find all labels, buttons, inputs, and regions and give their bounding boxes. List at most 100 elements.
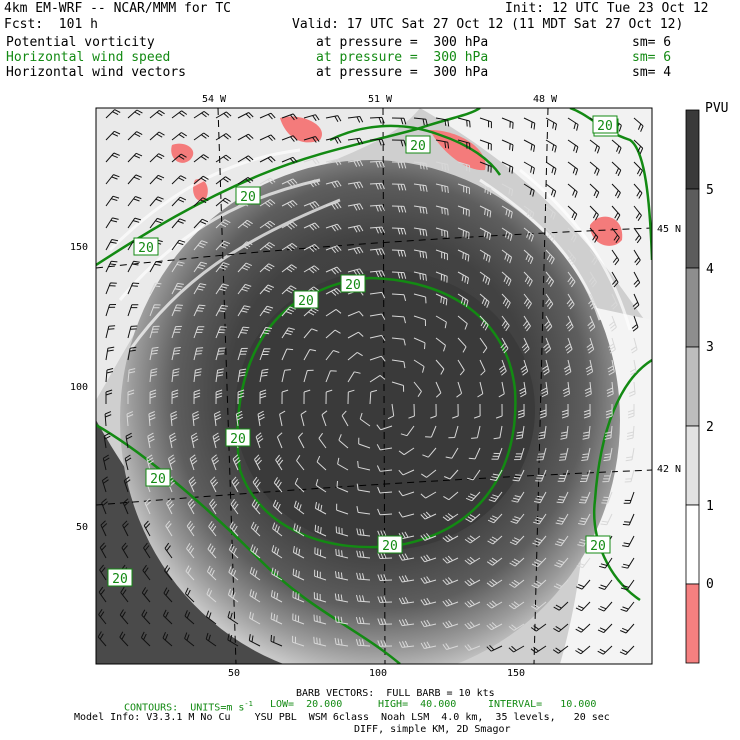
contour-label: 20 xyxy=(345,278,361,293)
contour-units-text: CONTOURS: UNITS=m s xyxy=(124,702,245,714)
wind-barb xyxy=(162,609,173,625)
swirl-band-east xyxy=(420,108,652,330)
wind-barb xyxy=(563,359,572,376)
wind-barb xyxy=(536,447,547,461)
wind-barb xyxy=(171,261,185,273)
wind-barb xyxy=(599,557,613,569)
wind-barb xyxy=(468,447,481,460)
wind-barb xyxy=(281,242,298,251)
wind-barb xyxy=(237,176,254,185)
wind-barb xyxy=(149,131,165,141)
wind-barb xyxy=(215,368,224,383)
wind-barb xyxy=(398,490,415,497)
wind-barb xyxy=(357,460,371,471)
wind-barb xyxy=(545,205,556,220)
wind-barb xyxy=(105,174,120,185)
wind-barb xyxy=(347,389,355,405)
wind-barb xyxy=(509,557,525,567)
wind-barb xyxy=(325,266,342,275)
wind-barb xyxy=(127,109,143,119)
wind-barb xyxy=(435,337,446,352)
wind-barb xyxy=(553,579,569,590)
wind-barb xyxy=(376,424,393,431)
wind-barb xyxy=(400,425,415,437)
wind-barb xyxy=(633,117,644,132)
wind-barb xyxy=(249,611,261,625)
colorbar-swatch xyxy=(685,188,700,269)
wind-barb xyxy=(188,476,197,493)
wind-barb xyxy=(457,249,470,262)
wind-barb xyxy=(420,619,437,628)
wind-barb xyxy=(163,565,173,581)
wind-barb xyxy=(215,176,232,185)
wind-barb xyxy=(567,271,576,288)
wind-barb xyxy=(193,261,208,273)
wind-barb xyxy=(589,227,599,243)
wind-barb xyxy=(486,622,503,631)
wind-barb xyxy=(228,566,239,581)
wind-barb xyxy=(562,381,570,398)
forecast-hour: Fcst: 101 h xyxy=(4,17,98,32)
wind-barb xyxy=(457,227,470,239)
wind-barb xyxy=(479,227,492,240)
wind-barb xyxy=(457,315,468,330)
wind-barb xyxy=(313,592,327,603)
wind-barb xyxy=(229,521,239,537)
colorbar-swatch xyxy=(685,583,700,664)
wind-barb xyxy=(119,631,129,647)
wind-barb xyxy=(413,381,422,397)
wind-barb xyxy=(190,432,199,449)
wind-barb xyxy=(337,457,349,471)
wind-barb xyxy=(105,152,120,163)
wind-barb xyxy=(452,403,459,419)
wind-barb xyxy=(104,411,112,427)
wind-barb xyxy=(123,476,131,493)
wind-barb xyxy=(171,153,187,163)
wind-barb xyxy=(465,491,481,502)
wind-barb xyxy=(369,226,385,234)
wind-barb xyxy=(102,454,110,471)
wind-barb xyxy=(127,196,142,207)
wind-barb xyxy=(356,572,371,581)
wind-barb xyxy=(292,591,305,603)
wind-barb xyxy=(554,557,569,568)
wind-barb xyxy=(192,410,200,427)
wind-barb xyxy=(556,491,569,504)
wind-barb xyxy=(589,205,599,221)
contour-labels: 202020202020202020202020 xyxy=(107,115,619,587)
wind-barb xyxy=(576,579,591,590)
wind-barb xyxy=(523,183,535,197)
wind-barb xyxy=(162,632,173,647)
wind-barb xyxy=(272,499,283,515)
wind-barb xyxy=(413,183,428,192)
wind-barb xyxy=(171,389,179,405)
contour-label: 20 xyxy=(298,294,314,309)
wind-barb xyxy=(356,483,371,493)
wind-barb xyxy=(259,326,272,339)
wind-barb xyxy=(376,465,393,472)
wind-barb xyxy=(554,535,569,547)
wind-barb xyxy=(170,411,178,427)
wind-barb xyxy=(535,469,547,482)
wind-barb xyxy=(187,498,196,515)
wind-barb xyxy=(627,404,635,419)
contour-label-box xyxy=(235,186,261,205)
wind-barb xyxy=(435,359,445,375)
grid-y-tick: 100 xyxy=(70,382,89,393)
wind-barb xyxy=(250,521,261,537)
wind-barb xyxy=(398,575,415,583)
wind-barb xyxy=(335,526,349,537)
wind-barb xyxy=(413,205,428,215)
wind-barb xyxy=(142,564,151,581)
wind-barb xyxy=(210,476,219,493)
wind-barb xyxy=(391,293,407,302)
wind-barb xyxy=(281,264,297,273)
wind-barb xyxy=(561,403,569,419)
wind-barb xyxy=(408,403,415,419)
wind-barb xyxy=(523,293,532,309)
wind-barb xyxy=(325,223,342,232)
wind-barb xyxy=(435,139,450,149)
wind-barb xyxy=(237,305,251,317)
wind-barb xyxy=(501,161,514,174)
contour-label: 20 xyxy=(597,119,613,134)
